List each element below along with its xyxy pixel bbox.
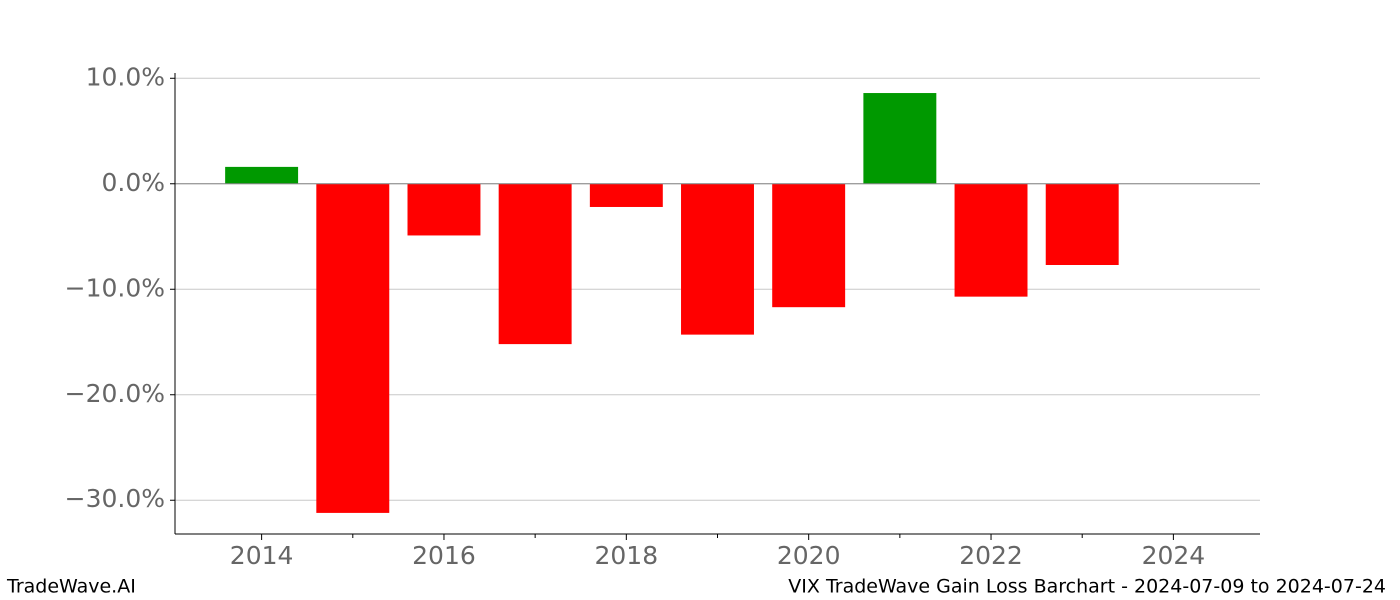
bar	[498, 183, 572, 345]
x-tick-label: 2024	[1142, 541, 1206, 570]
bar	[681, 183, 754, 335]
bar	[772, 183, 846, 308]
bar	[316, 183, 390, 513]
bar	[863, 93, 937, 184]
bar	[589, 183, 663, 207]
footer-left: TradeWave.AI	[6, 576, 136, 598]
footer-right: VIX TradeWave Gain Loss Barchart - 2024-…	[788, 576, 1386, 598]
bar	[407, 183, 481, 236]
x-tick-label: 2014	[230, 541, 294, 570]
x-tick-label: 2020	[777, 541, 841, 570]
y-tick-label: −30.0%	[65, 484, 165, 513]
x-tick-label: 2022	[959, 541, 1023, 570]
x-tick-label: 2018	[595, 541, 659, 570]
y-tick-label: 10.0%	[86, 62, 165, 91]
y-tick-label: −20.0%	[65, 379, 165, 408]
bar	[225, 166, 299, 184]
y-tick-label: 0.0%	[101, 168, 165, 197]
x-tick-label: 2016	[412, 541, 476, 570]
bar	[954, 183, 1028, 297]
bar	[1045, 183, 1119, 265]
y-tick-label: −10.0%	[65, 273, 165, 302]
